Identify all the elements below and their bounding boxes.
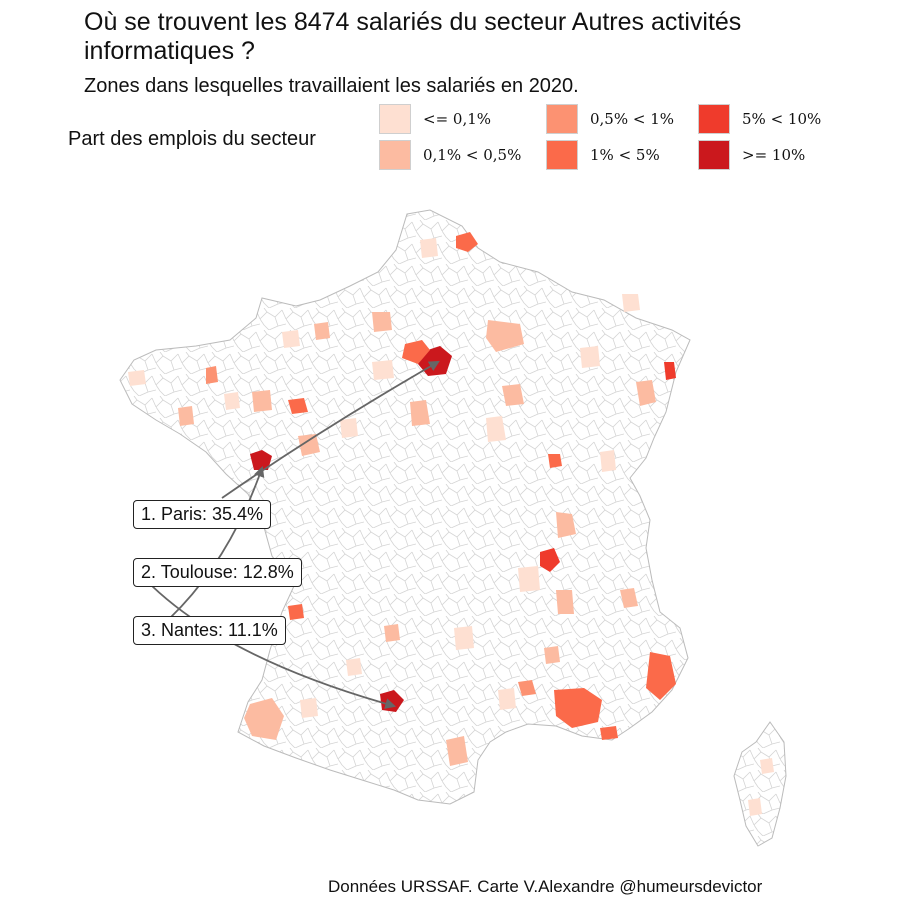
map-zone	[636, 380, 656, 406]
map-zone	[244, 698, 284, 740]
map-zone	[556, 512, 576, 538]
map-title: Où se trouvent les 8474 salariés du sect…	[84, 8, 742, 65]
corsica-outline	[733, 721, 787, 847]
map-zone	[456, 232, 478, 252]
map-zone	[346, 658, 362, 676]
map-zone	[372, 312, 392, 332]
map-zone	[486, 416, 506, 442]
map-zone	[518, 566, 540, 592]
legend-label: >= 10%	[742, 146, 806, 164]
map-zone	[128, 370, 146, 386]
map-zone	[288, 398, 308, 414]
legend-swatch	[546, 104, 578, 134]
map-zone	[250, 450, 272, 470]
map-zone	[502, 384, 524, 406]
map-zone	[518, 680, 536, 696]
map-zone	[548, 454, 562, 468]
arrow-toulouse	[151, 585, 397, 709]
legend-label: <= 0,1%	[423, 110, 492, 128]
map-subtitle: Zones dans lesquelles travaillaient les …	[84, 75, 579, 97]
map-zone	[664, 362, 676, 380]
map-zone	[760, 758, 774, 774]
map-zone	[600, 450, 616, 472]
callout-nantes: 3. Nantes: 11.1%	[133, 616, 286, 645]
map-zone	[622, 294, 640, 312]
map-zone	[554, 688, 602, 728]
map-zone	[446, 736, 468, 766]
map-zone	[402, 340, 430, 364]
legend-swatch	[698, 104, 730, 134]
map-zone	[580, 346, 600, 368]
map-zone	[282, 330, 300, 348]
map-zone	[252, 390, 272, 412]
legend-item: 5% < 10%	[698, 104, 821, 134]
map-zone	[224, 392, 240, 410]
map-zone	[410, 400, 430, 426]
legend-title: Part des emplois du secteur	[68, 128, 316, 150]
map-zone	[620, 588, 638, 608]
map-zone	[288, 604, 304, 620]
legend-label: 5% < 10%	[742, 110, 822, 128]
map-zone	[314, 322, 330, 340]
legend-item: 0,5% < 1%	[546, 104, 674, 134]
legend-item: 0,1% < 0,5%	[379, 140, 521, 170]
map-zone	[384, 624, 400, 642]
legend-label: 0,5% < 1%	[590, 110, 675, 128]
legend-label: 0,1% < 0,5%	[423, 146, 522, 164]
map-zone	[556, 590, 574, 614]
source-caption: Données URSSAF. Carte V.Alexandre @humeu…	[328, 877, 763, 896]
map-zone	[420, 238, 438, 258]
callout-toulouse: 2. Toulouse: 12.8%	[133, 558, 302, 587]
map-zone	[178, 406, 194, 426]
map-zone	[544, 646, 560, 664]
map-zone	[298, 434, 320, 456]
legend-swatch	[379, 104, 411, 134]
leader-lines	[151, 360, 440, 709]
callout-paris: 1. Paris: 35.4%	[133, 500, 272, 529]
legend-item: >= 10%	[698, 140, 805, 170]
map-zone	[340, 418, 358, 438]
legend-item: 1% < 5%	[546, 140, 660, 170]
legend-label: 1% < 5%	[590, 146, 660, 164]
legend-item: <= 0,1%	[379, 104, 491, 134]
map-zone	[300, 698, 318, 718]
map-zone	[646, 652, 676, 700]
map-zone	[498, 688, 516, 710]
map-zone	[748, 798, 762, 816]
map-zone	[372, 360, 394, 380]
arrow-paris	[221, 360, 440, 499]
arrow-nantes	[169, 465, 265, 619]
map-zone	[540, 548, 560, 572]
map-zone	[454, 626, 474, 650]
legend-swatch	[379, 140, 411, 170]
map-zone	[486, 320, 524, 352]
map-zone	[206, 366, 218, 384]
legend-swatch	[546, 140, 578, 170]
legend-swatch	[698, 140, 730, 170]
map-zone	[600, 726, 618, 740]
zones-layer	[128, 232, 774, 816]
